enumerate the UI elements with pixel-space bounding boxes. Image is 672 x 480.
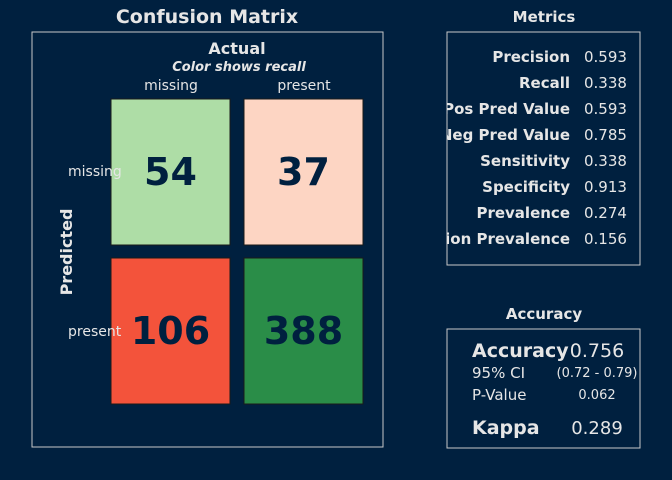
col-label-0: missing xyxy=(144,78,198,94)
accuracy-value: 0.756 xyxy=(570,340,624,362)
metric-label-3: Neg Pred Value xyxy=(440,126,570,144)
matrix-cell-count-0-1: 37 xyxy=(277,150,330,194)
metric-label-7: Detection Prevalence xyxy=(389,230,570,248)
col-label-1: present xyxy=(277,78,331,94)
metric-value-7: 0.156 xyxy=(584,230,627,248)
matrix-cell-0-1 xyxy=(243,98,364,246)
metric-label-1: Recall xyxy=(519,74,570,92)
accuracy-title: Accuracy xyxy=(506,305,582,323)
metric-label-0: Precision xyxy=(492,48,570,66)
kappa-value: 0.289 xyxy=(571,418,623,439)
metric-value-5: 0.913 xyxy=(584,178,627,196)
metric-value-0: 0.593 xyxy=(584,48,627,66)
row-label-1: present xyxy=(68,324,122,340)
metric-label-5: Specificity xyxy=(482,178,570,196)
matrix-cell-0-0 xyxy=(110,98,231,246)
row-label-0: missing xyxy=(68,164,122,180)
metric-value-1: 0.338 xyxy=(584,74,627,92)
matrix-cell-1-1 xyxy=(243,257,364,405)
ci-label: 95% CI xyxy=(472,364,525,382)
matrix-cells: 54 37 106 388 xyxy=(110,98,364,405)
metric-value-2: 0.593 xyxy=(584,100,627,118)
accuracy-label: Accuracy xyxy=(472,340,569,362)
chart-title: Confusion Matrix xyxy=(116,6,298,28)
metric-label-6: Prevalence xyxy=(476,204,570,222)
metric-value-4: 0.338 xyxy=(584,152,627,170)
actual-axis-label: Actual xyxy=(208,39,265,58)
metric-value-3: 0.785 xyxy=(584,126,627,144)
matrix-cell-1-0 xyxy=(110,257,231,405)
accuracy-panel-frame xyxy=(446,328,641,449)
ci-value: (0.72 - 0.79) xyxy=(557,366,638,381)
metrics-panel-frame xyxy=(446,31,641,266)
predicted-axis-label: Predicted xyxy=(57,209,76,296)
kappa-label: Kappa xyxy=(472,417,540,439)
matrix-cell-count-1-0: 106 xyxy=(131,309,210,353)
matrix-cell-count-1-1: 388 xyxy=(264,309,343,353)
metrics-list: Precision 0.593 Recall 0.338 Pos Pred Value 0… xyxy=(389,48,627,248)
metrics-title: Metrics xyxy=(513,8,576,26)
pvalue-value: 0.062 xyxy=(578,388,615,403)
metric-value-6: 0.274 xyxy=(584,204,627,222)
metric-label-2: Pos Pred Value xyxy=(443,100,570,118)
pvalue-label: P-Value xyxy=(472,386,526,404)
matrix-subtitle: Color shows recall xyxy=(172,60,306,75)
matrix-cell-count-0-0: 54 xyxy=(144,150,197,194)
metric-label-4: Sensitivity xyxy=(480,152,570,170)
matrix-panel-frame xyxy=(31,31,384,448)
